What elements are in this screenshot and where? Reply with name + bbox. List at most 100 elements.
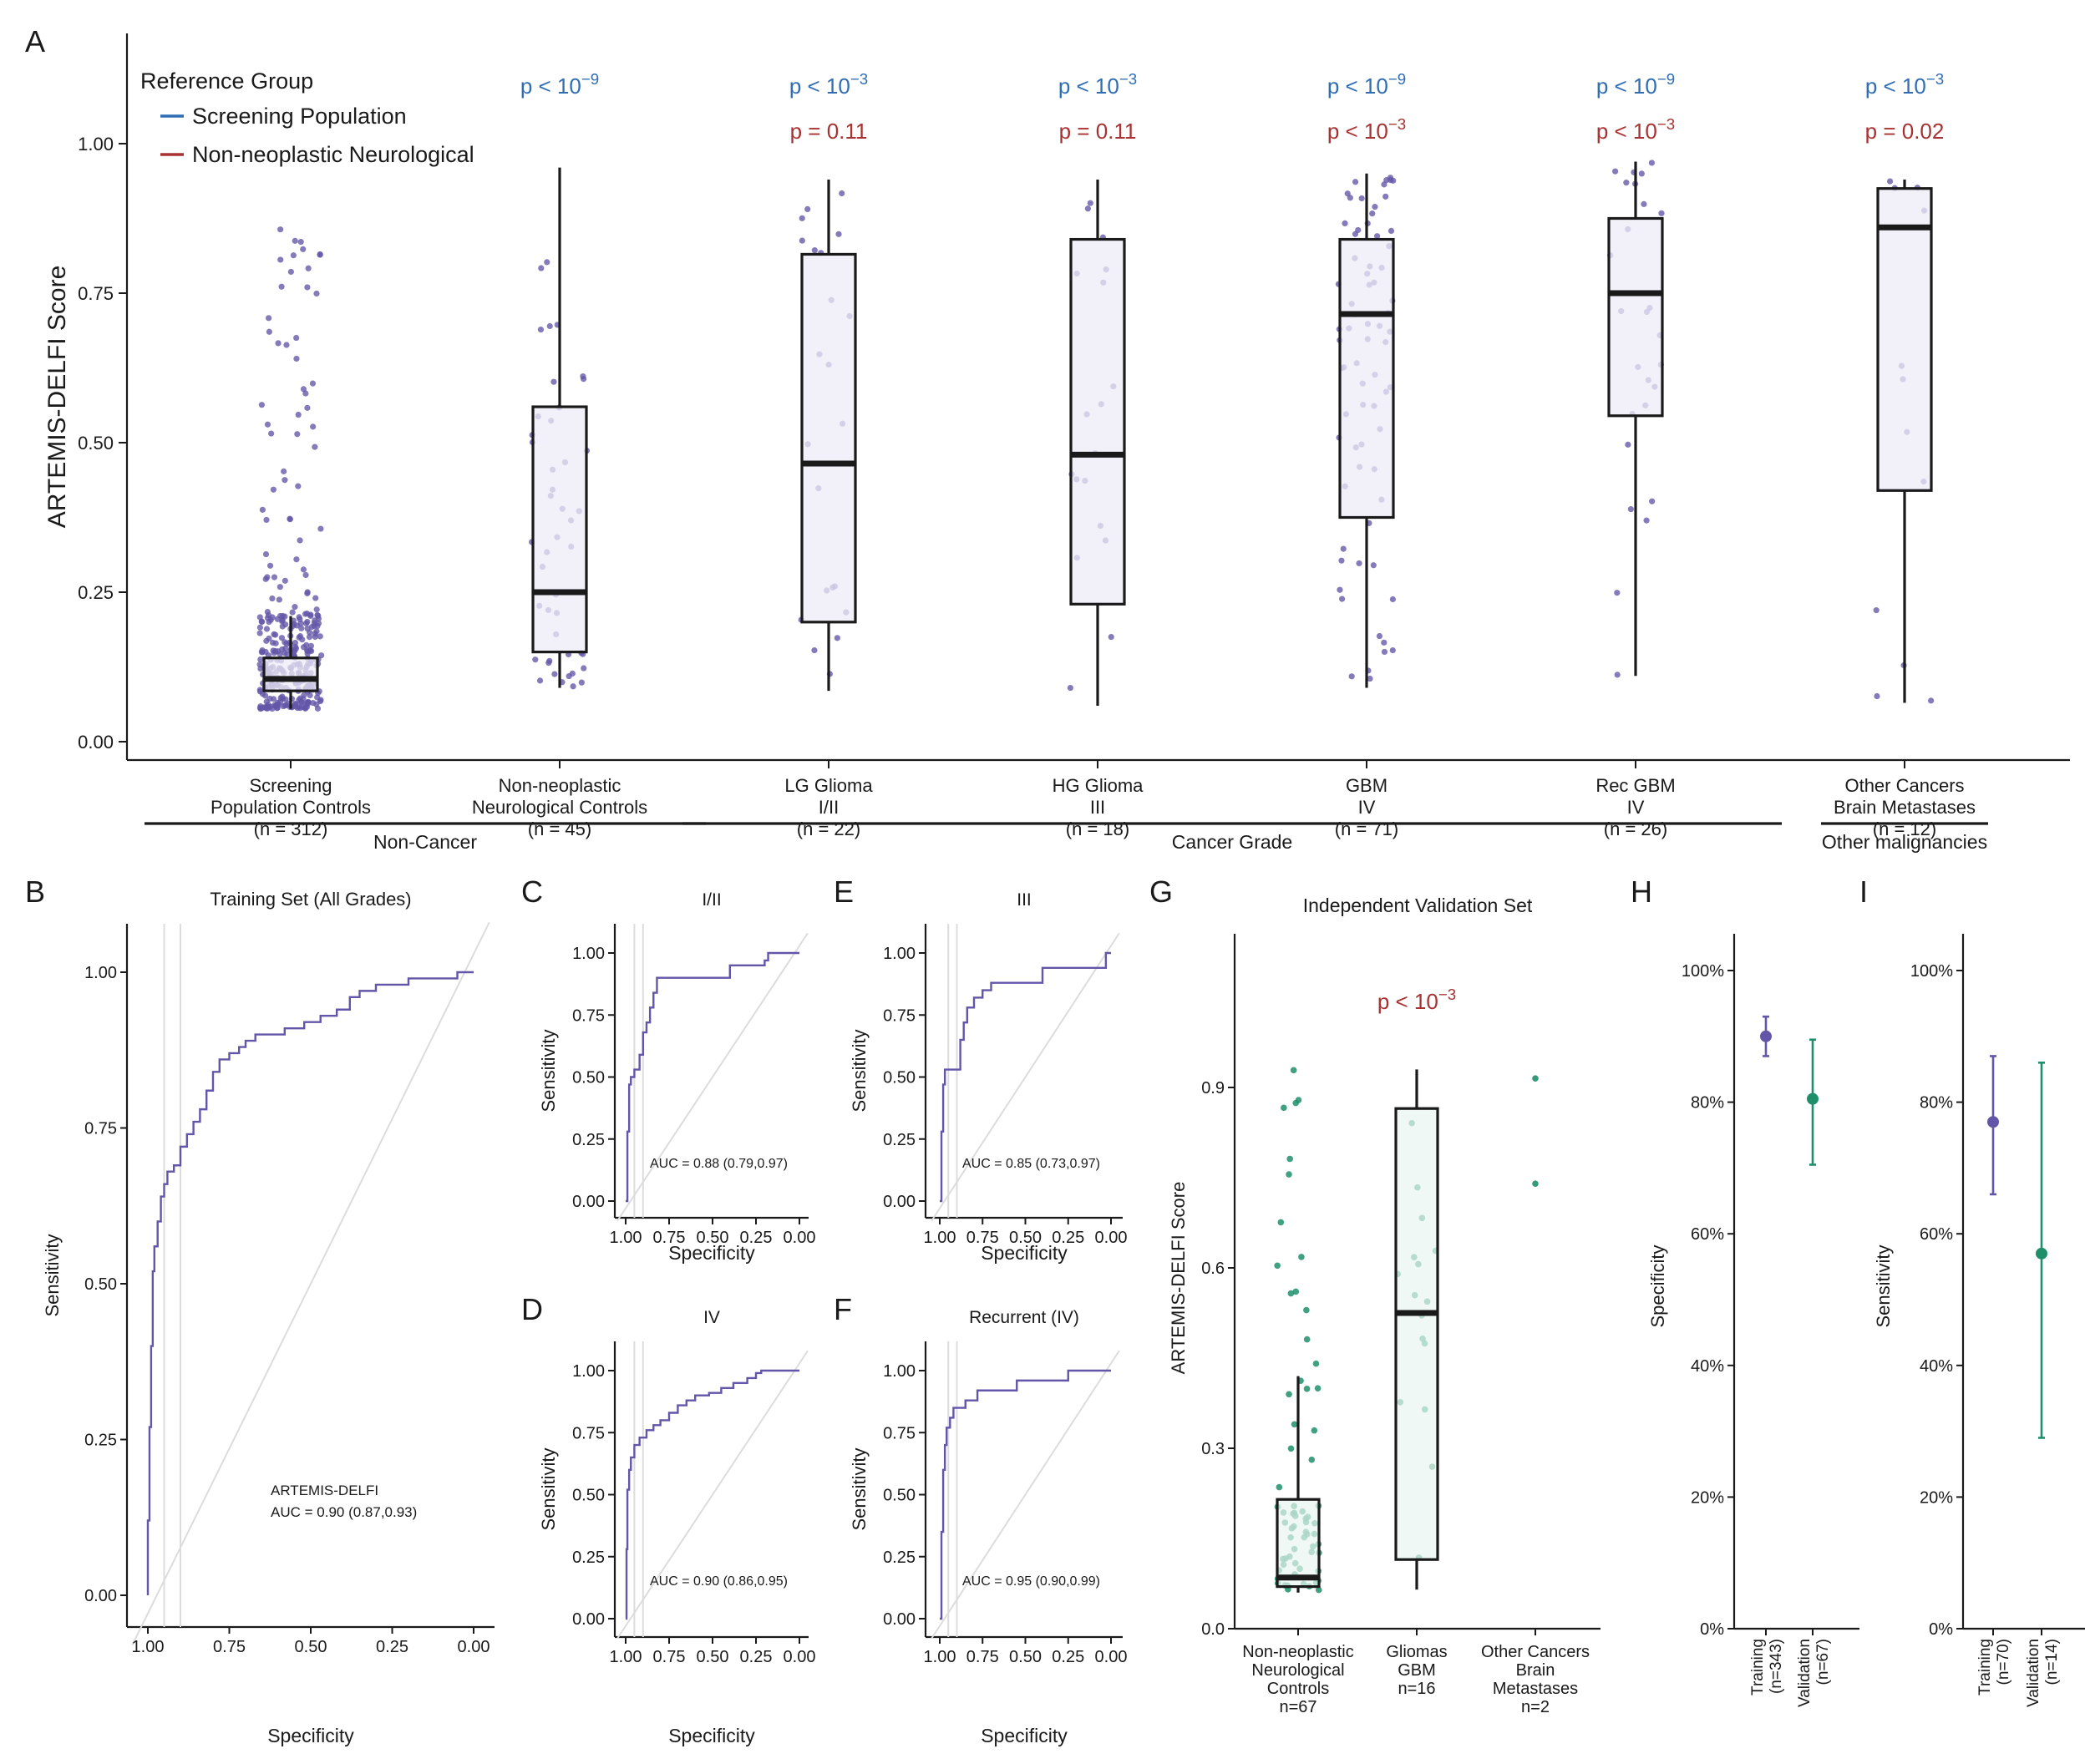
data-point-a bbox=[305, 265, 312, 271]
reference-diagonal-E bbox=[931, 932, 1120, 1222]
data-point-a bbox=[317, 525, 324, 532]
panel-label-f: F bbox=[834, 1292, 852, 1326]
y-tick-label-a: 0.50 bbox=[78, 433, 114, 454]
p-value-g-base: p < 10 bbox=[1377, 989, 1438, 1014]
data-point-a bbox=[1612, 168, 1619, 175]
x-tick-label-C: 0.00 bbox=[784, 1229, 816, 1247]
data-point-a bbox=[1337, 586, 1343, 593]
data-point-a bbox=[266, 315, 272, 322]
y-tick-label-a: 0.00 bbox=[78, 732, 114, 753]
y-tick-label-a: 1.00 bbox=[78, 134, 114, 155]
x-tick-label-B: 0.50 bbox=[295, 1638, 327, 1656]
data-point-a bbox=[277, 698, 284, 705]
data-point-g bbox=[1315, 1586, 1322, 1594]
box-g bbox=[1276, 1498, 1321, 1589]
chart-title-D: IV bbox=[703, 1308, 720, 1327]
p-value-screening-base: p < 10 bbox=[1058, 74, 1119, 99]
y-axis-title-C: Sensitivity bbox=[538, 1029, 559, 1112]
data-point-a bbox=[307, 692, 313, 699]
x-tick-label-D: 0.75 bbox=[653, 1648, 686, 1666]
data-point-a bbox=[289, 609, 296, 616]
data-point-a bbox=[1347, 195, 1353, 201]
data-point-a bbox=[303, 620, 310, 627]
data-point-a bbox=[312, 444, 318, 450]
y-tick-label-I: 40% bbox=[1920, 1357, 1953, 1376]
y-tick-label-C: 0.50 bbox=[572, 1069, 605, 1087]
data-point-a bbox=[296, 614, 302, 621]
x-tick-label-F: 1.00 bbox=[924, 1648, 956, 1666]
p-value-neuro-exp: −3 bbox=[1657, 115, 1675, 133]
p-value-screening-exp: −3 bbox=[1926, 70, 1944, 88]
y-tick-label-E: 0.00 bbox=[883, 1193, 916, 1211]
p-value-neuro-base: p < 10 bbox=[1596, 119, 1657, 144]
data-point-g bbox=[1303, 1386, 1311, 1392]
x-tick-label-C: 0.25 bbox=[740, 1229, 773, 1247]
data-point-a bbox=[1374, 233, 1381, 240]
data-point-a bbox=[274, 616, 281, 622]
data-point-a bbox=[270, 486, 276, 493]
x-tick-label-a: (n = 22) bbox=[797, 819, 860, 839]
x-tick-label-E: 0.75 bbox=[966, 1229, 999, 1247]
data-point-a bbox=[278, 635, 286, 641]
estimate-point-I bbox=[1987, 1116, 1999, 1128]
p-value-screening-base: p < 10 bbox=[789, 74, 850, 99]
panel-g: Independent Validation Set 0.0 0.3 0.6 0.9 AR… bbox=[1168, 895, 1601, 1716]
data-point-a bbox=[292, 604, 298, 611]
chart-title-C: I/II bbox=[702, 890, 721, 910]
y-tick-label-F: 0.50 bbox=[883, 1487, 916, 1505]
x-tick-label-H: Validation bbox=[1796, 1639, 1814, 1707]
y-axis-title-D: Sensitivity bbox=[538, 1447, 559, 1530]
y-tick-label-H: 0% bbox=[1700, 1620, 1724, 1639]
data-point-a bbox=[256, 687, 263, 693]
data-point-a bbox=[312, 617, 318, 624]
data-point-a bbox=[578, 679, 585, 686]
x-tick-label-C: 0.50 bbox=[697, 1229, 729, 1247]
p-value-neuro-base: p = 0.11 bbox=[790, 119, 868, 144]
data-point-g bbox=[1303, 1306, 1310, 1314]
data-point-g bbox=[1287, 1290, 1295, 1297]
data-point-a bbox=[259, 647, 266, 654]
data-point-g bbox=[1286, 1155, 1294, 1163]
p-value-screening: p < 10−3 bbox=[1865, 70, 1944, 99]
y-tick-label-g: 0.6 bbox=[1201, 1260, 1225, 1278]
data-point-a bbox=[1376, 632, 1383, 640]
data-point-g bbox=[1312, 1360, 1320, 1367]
estimate-point-H bbox=[1807, 1092, 1819, 1105]
y-tick-label-C: 0.75 bbox=[572, 1006, 605, 1025]
y-tick-label-C: 1.00 bbox=[572, 945, 605, 963]
data-point-a bbox=[297, 537, 303, 544]
data-point-a bbox=[312, 595, 319, 601]
data-point-a bbox=[263, 698, 270, 705]
data-point-a bbox=[269, 595, 276, 602]
data-point-a bbox=[277, 256, 284, 263]
x-tick-label-D: 1.00 bbox=[610, 1648, 642, 1666]
data-point-a bbox=[305, 698, 312, 706]
x-tick-label-H: (n=67) bbox=[1814, 1639, 1832, 1685]
x-tick-label-g: Non-neoplastic bbox=[1242, 1643, 1353, 1661]
data-point-g bbox=[1295, 1097, 1302, 1103]
panel-label-c: C bbox=[521, 874, 543, 909]
data-point-a bbox=[300, 566, 307, 573]
x-tick-label-g: n=67 bbox=[1279, 1698, 1316, 1716]
x-axis-title-D: Specificity bbox=[668, 1725, 755, 1746]
x-tick-label-a: (n = 71) bbox=[1335, 819, 1398, 839]
data-point-a bbox=[256, 614, 263, 621]
data-point-a bbox=[799, 215, 805, 221]
x-tick-label-B: 1.00 bbox=[132, 1638, 165, 1656]
x-tick-label-g: Neurological bbox=[1251, 1661, 1344, 1680]
data-point-a bbox=[263, 705, 270, 712]
data-point-g bbox=[1277, 1219, 1285, 1226]
p-value-neuro-base: p = 0.11 bbox=[1059, 119, 1137, 144]
reference-diagonal-F bbox=[931, 1350, 1120, 1640]
x-axis-title-B: Specificity bbox=[267, 1725, 354, 1746]
data-point-a bbox=[834, 635, 840, 641]
y-tick-label-g: 0.0 bbox=[1201, 1620, 1225, 1639]
x-tick-label-a: IV bbox=[1627, 797, 1645, 818]
y-tick-label-H: 40% bbox=[1691, 1357, 1724, 1376]
data-point-a bbox=[300, 386, 307, 393]
x-tick-label-D: 0.50 bbox=[697, 1648, 729, 1666]
panel-f: Recurrent (IV) 0.00 0.25 0.50 0.75 1.00 1.00 0.… bbox=[849, 1308, 1127, 1746]
data-point-a bbox=[300, 246, 307, 252]
roc-curve-F bbox=[940, 1369, 1111, 1620]
reference-diagonal-B bbox=[131, 921, 490, 1646]
